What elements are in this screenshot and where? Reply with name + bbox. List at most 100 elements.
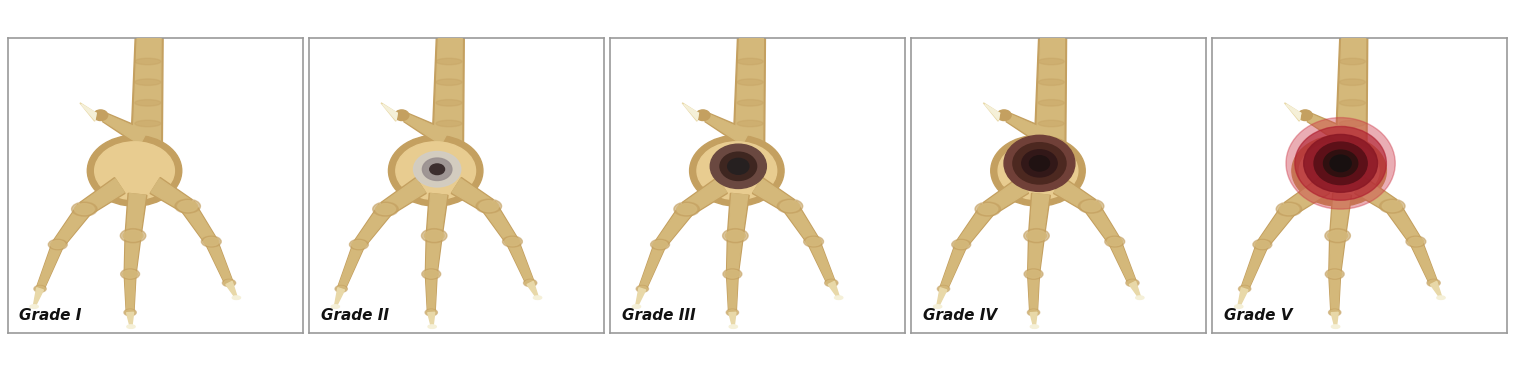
Polygon shape: [527, 281, 538, 298]
Polygon shape: [807, 239, 835, 285]
Ellipse shape: [1380, 199, 1404, 213]
Polygon shape: [706, 115, 748, 144]
Ellipse shape: [177, 201, 197, 211]
Ellipse shape: [803, 236, 824, 247]
Ellipse shape: [720, 152, 756, 180]
Text: Grade IV: Grade IV: [923, 308, 997, 323]
Polygon shape: [939, 242, 967, 290]
Ellipse shape: [1324, 150, 1357, 177]
Ellipse shape: [94, 110, 108, 121]
Ellipse shape: [1292, 135, 1386, 206]
Ellipse shape: [1339, 99, 1365, 106]
Ellipse shape: [1382, 201, 1403, 211]
Ellipse shape: [653, 240, 668, 249]
Polygon shape: [727, 235, 742, 275]
Ellipse shape: [33, 285, 45, 292]
Ellipse shape: [1136, 296, 1144, 299]
Polygon shape: [426, 235, 442, 275]
Ellipse shape: [94, 142, 174, 200]
Ellipse shape: [1330, 155, 1351, 172]
Ellipse shape: [123, 270, 138, 278]
Polygon shape: [1332, 312, 1338, 327]
Polygon shape: [1285, 103, 1301, 121]
Ellipse shape: [174, 199, 200, 213]
Ellipse shape: [1304, 134, 1377, 192]
Ellipse shape: [951, 239, 971, 250]
Ellipse shape: [1021, 150, 1057, 177]
Ellipse shape: [1326, 229, 1350, 243]
Ellipse shape: [826, 280, 836, 286]
Polygon shape: [639, 243, 665, 290]
Ellipse shape: [1239, 286, 1250, 292]
Polygon shape: [1329, 274, 1341, 312]
Polygon shape: [405, 114, 448, 146]
Polygon shape: [382, 179, 426, 215]
Polygon shape: [656, 204, 692, 248]
Ellipse shape: [121, 269, 139, 279]
Polygon shape: [1029, 235, 1044, 275]
Ellipse shape: [1038, 99, 1064, 106]
Polygon shape: [132, 32, 161, 156]
Ellipse shape: [1409, 237, 1424, 246]
Ellipse shape: [638, 286, 647, 292]
Ellipse shape: [424, 270, 438, 278]
Ellipse shape: [436, 99, 462, 106]
Ellipse shape: [726, 270, 739, 278]
Polygon shape: [124, 274, 136, 312]
Ellipse shape: [729, 325, 738, 328]
Polygon shape: [405, 115, 448, 144]
Polygon shape: [1085, 202, 1120, 245]
Ellipse shape: [1300, 142, 1379, 200]
Polygon shape: [1054, 179, 1095, 212]
Polygon shape: [180, 202, 217, 245]
Polygon shape: [1330, 235, 1344, 275]
Ellipse shape: [1406, 236, 1426, 247]
Polygon shape: [682, 178, 727, 216]
Ellipse shape: [232, 296, 241, 299]
Ellipse shape: [1104, 236, 1124, 247]
Ellipse shape: [127, 325, 135, 328]
Ellipse shape: [436, 120, 462, 127]
Ellipse shape: [135, 58, 161, 65]
Ellipse shape: [1024, 229, 1050, 243]
Polygon shape: [426, 274, 438, 312]
Polygon shape: [983, 178, 1029, 216]
Polygon shape: [1027, 274, 1039, 312]
Ellipse shape: [203, 237, 220, 246]
Ellipse shape: [727, 310, 738, 315]
Ellipse shape: [74, 204, 94, 214]
Polygon shape: [1330, 193, 1351, 237]
Ellipse shape: [224, 280, 235, 286]
Polygon shape: [338, 243, 364, 290]
Ellipse shape: [88, 135, 182, 206]
Polygon shape: [1330, 194, 1350, 236]
Polygon shape: [36, 242, 64, 290]
Polygon shape: [33, 288, 44, 307]
Ellipse shape: [677, 204, 697, 214]
Ellipse shape: [976, 202, 1000, 216]
Polygon shape: [1242, 243, 1267, 290]
Polygon shape: [1386, 202, 1421, 245]
Polygon shape: [508, 240, 533, 284]
Ellipse shape: [1024, 269, 1042, 279]
Ellipse shape: [1027, 309, 1039, 316]
Ellipse shape: [1279, 204, 1298, 214]
Ellipse shape: [332, 305, 339, 308]
Polygon shape: [124, 235, 141, 275]
Ellipse shape: [1253, 239, 1271, 250]
Ellipse shape: [1286, 118, 1395, 209]
Polygon shape: [482, 202, 518, 245]
Polygon shape: [338, 242, 365, 290]
Ellipse shape: [394, 110, 409, 121]
Polygon shape: [1241, 242, 1268, 290]
Ellipse shape: [50, 240, 65, 249]
Polygon shape: [506, 239, 533, 285]
Polygon shape: [1029, 274, 1039, 312]
Polygon shape: [80, 178, 126, 216]
Ellipse shape: [1326, 269, 1344, 279]
Ellipse shape: [335, 285, 347, 292]
Ellipse shape: [1327, 270, 1342, 278]
Ellipse shape: [424, 230, 444, 241]
Ellipse shape: [1339, 120, 1365, 127]
Ellipse shape: [373, 202, 398, 216]
